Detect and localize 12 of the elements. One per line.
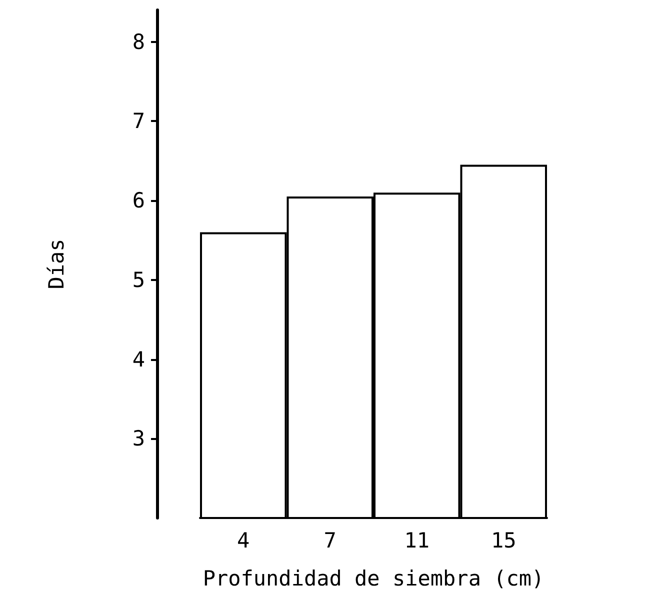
x-tick-label: 4 — [237, 528, 250, 552]
y-tick-label: 8 — [132, 30, 145, 54]
x-tick-label: 15 — [490, 528, 516, 552]
y-axis-title: Días — [44, 238, 68, 290]
y-tick-label: 7 — [132, 109, 145, 134]
y-tick-label: 4 — [132, 347, 145, 372]
y-tick-label: 6 — [132, 188, 145, 212]
y-tick-label: 3 — [132, 426, 145, 451]
x-tick-label: 11 — [404, 528, 430, 552]
x-tick-label: 7 — [324, 528, 336, 552]
x-axis-title: Profundidad de siembra (cm) — [202, 566, 544, 590]
y-tick-label: 5 — [132, 268, 145, 292]
